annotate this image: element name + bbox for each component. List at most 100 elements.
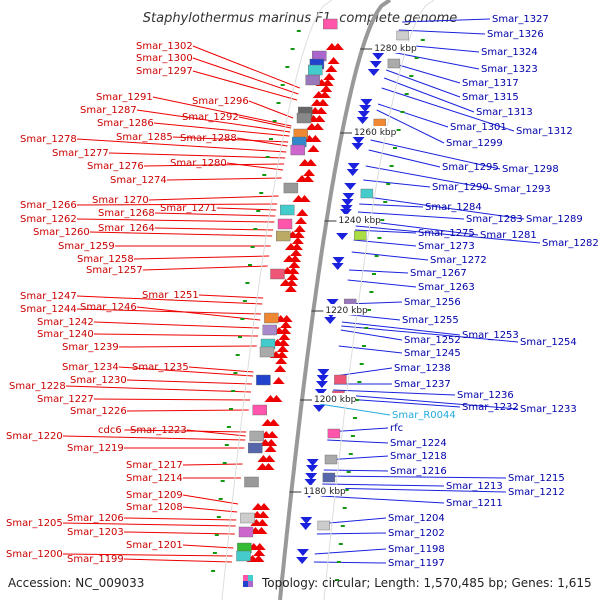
tick-dot [359,363,364,365]
gene-label-reverse: Smar_1293 [494,184,551,195]
label-connector [327,439,389,444]
tick-dot [211,570,216,572]
gene-label-forward: Smar_1297 [136,66,193,77]
label-connector [182,544,234,549]
forward-gene-arrow [290,249,303,256]
gene-label-forward: Smar_1296 [192,96,249,107]
tick-dot [350,435,355,437]
gene-label-forward: Smar_1276 [87,161,144,172]
kbp-label: 1240 kbp [338,216,381,226]
forward-gene-arrow [256,463,269,470]
tick-dot [272,120,277,122]
label-connector [143,163,285,167]
gene-label-forward: Smar_1217 [126,460,183,471]
reverse-gene-arrow [360,99,373,106]
label-connector [365,165,493,190]
forward-gene-arrow [294,217,307,224]
forward-gene-arrow [292,195,305,202]
label-connector [334,367,393,377]
gene-label-reverse: Smar_1197 [388,558,445,569]
label-connector [62,522,236,527]
label-connector [353,239,417,247]
label-connector [321,487,507,493]
tick-dot [262,174,267,176]
label-connector [320,495,445,504]
reverse-gene-arrow [340,205,353,212]
cog-box [248,442,263,454]
tick-dot [389,165,394,167]
label-connector [384,77,475,113]
forward-gene-arrow [298,159,311,166]
label-connector [192,70,298,101]
label-connector [76,295,263,305]
reverse-gene-arrow [304,479,317,486]
tick-dot [265,156,270,158]
label-connector [133,255,270,260]
topology-label: Topology: circular; Length: 1,570,485 bp… [261,576,592,590]
cog-box [238,526,254,538]
tick-dot [233,372,238,374]
label-connector [182,463,243,466]
kbp-label: 1220 kbp [325,306,368,316]
gene-label-reverse: Smar_1236 [457,390,514,401]
gene-label-forward: Smar_1259 [58,241,115,252]
tick-dot [231,390,236,392]
label-connector [370,139,501,170]
reverse-gene-arrow [324,317,337,324]
gene-label-reverse: Smar_1267 [410,268,467,279]
gene-label-forward: Smar_1242 [37,317,94,328]
gene-label-forward: Smar_1287 [80,105,137,116]
cog-box [259,346,275,358]
gene-label-reverse: Smar_1327 [492,14,549,25]
label-connector [381,87,515,132]
cog-box [264,312,279,324]
cog-box [290,144,305,156]
gene-label-forward: Smar_1292 [182,112,239,123]
kbp-label: 1280 kbp [374,44,417,54]
tick-dot [253,228,258,230]
gene-label-forward: Smar_1277 [52,148,109,159]
label-connector [136,109,291,133]
kbp-label: 1200 kbp [314,395,357,405]
label-connector [360,195,525,220]
kbp-label: 1180 kbp [303,487,346,497]
kbp-label-bg [323,304,368,315]
gene-label-reverse: Smar_1255 [402,315,459,326]
label-connector [347,279,417,288]
tick-dot [346,471,351,473]
label-connector [76,218,275,223]
connector-lines [62,18,541,564]
tick-dot [269,138,273,140]
forward-gene-arrow [253,549,266,556]
forward-gene-arrow [283,255,296,262]
label-connector [248,100,294,119]
label-connector [226,162,284,171]
forward-gene-arrow [325,43,338,50]
tick-dot [362,345,366,347]
tick-dot [214,534,219,536]
reverse-gene-arrow [357,111,370,118]
gene-label-reverse: Smar_1283 [466,214,523,225]
tick-dot [229,408,233,410]
tick-dot [285,66,290,68]
label-connector [123,531,235,535]
forward-gene-arrow [325,65,338,72]
forward-gene-arrow [327,57,340,64]
gene-label-reverse: Smar_1256 [404,297,461,308]
tick-dot [409,75,414,77]
label-connector [166,177,282,181]
gene-label-forward: Smar_1203 [67,527,124,538]
cog-box [360,188,374,199]
forward-gene-arrow [279,321,292,328]
cog-box [244,476,259,488]
reverse-gene-arrow [342,193,355,200]
gene-label-reverse: Smar_1326 [487,29,544,40]
kbp-label-bg [311,393,356,404]
forward-gene-arrow [323,73,336,80]
backbone-arc [278,0,392,600]
gene-label-forward: Smar_1208 [126,502,183,513]
label-connector [118,366,253,377]
legend-swatch [243,575,253,587]
legend-color-box [248,575,253,581]
